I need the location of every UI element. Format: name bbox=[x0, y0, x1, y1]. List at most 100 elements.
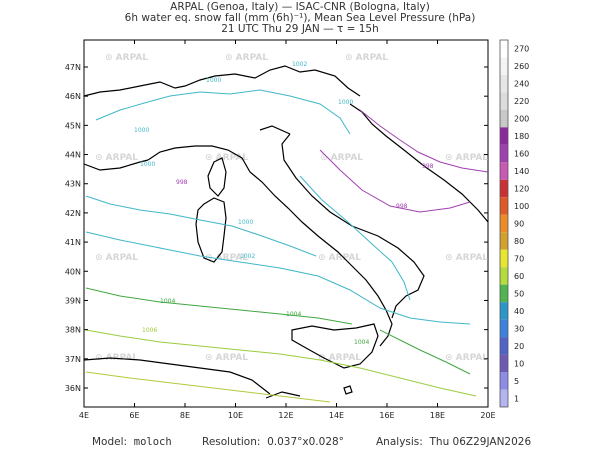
watermark-text: ⊙ ARPAL bbox=[95, 153, 138, 163]
analysis-label: Analysis: bbox=[376, 436, 423, 448]
colorbar-swatch bbox=[500, 127, 508, 145]
coastlines bbox=[83, 65, 489, 399]
isobar-label: 998 bbox=[422, 163, 434, 170]
colorbar-label: 20 bbox=[514, 342, 524, 351]
colorbar-swatch bbox=[500, 389, 508, 407]
colorbar-label: 60 bbox=[514, 272, 524, 281]
watermark-text: ⊙ ARPAL bbox=[95, 253, 138, 263]
colorbar-swatch bbox=[500, 249, 508, 268]
colorbar-label: 1 bbox=[514, 394, 519, 403]
isobar-label: 1002 bbox=[240, 253, 255, 260]
isobar-1000-east bbox=[299, 175, 411, 301]
colorbar-swatch bbox=[500, 197, 508, 215]
isobar-1006-b bbox=[85, 371, 331, 403]
colorbar-swatch bbox=[500, 57, 508, 75]
isobar-998-adriatic bbox=[319, 149, 471, 213]
colorbar-label: 220 bbox=[514, 97, 529, 106]
isobar-998-north bbox=[359, 109, 489, 173]
colorbar-label: 240 bbox=[514, 80, 529, 89]
watermark-text: ⊙ ARPAL bbox=[445, 353, 488, 363]
watermark-text: ⊙ ARPAL bbox=[445, 253, 488, 263]
colorbar-swatch bbox=[500, 232, 508, 250]
island-malta bbox=[343, 385, 353, 395]
lon-label: 10E bbox=[228, 411, 243, 420]
analysis-value: Thu 06Z29JAN2026 bbox=[429, 436, 532, 448]
colorbar-label: 140 bbox=[514, 167, 529, 176]
lon-label: 16E bbox=[379, 411, 394, 420]
colorbar-swatch bbox=[500, 337, 508, 355]
north-africa-coast bbox=[83, 357, 271, 395]
france-coast bbox=[83, 159, 149, 171]
title-line-3: 21 UTC Thu 29 JAN — τ = 15h bbox=[221, 23, 379, 35]
isobar-label: 1000 bbox=[338, 99, 353, 106]
colorbar-label: 200 bbox=[514, 115, 529, 124]
po-delta bbox=[259, 125, 291, 135]
colorbar-label: 100 bbox=[514, 202, 529, 211]
isobar-label: 998 bbox=[176, 179, 188, 186]
isobar-label: 1000 bbox=[238, 219, 253, 226]
italy-west-coast bbox=[147, 145, 393, 347]
isobar-label: 1000 bbox=[134, 127, 149, 134]
model-value: moloch bbox=[133, 436, 172, 448]
isobar-label: 1004 bbox=[160, 298, 175, 305]
axes: 4E 6E 8E 10E 12E 14E 16E 18E 20E 36N 37N 38N 39N 40N 4… bbox=[65, 40, 496, 420]
lon-label: 18E bbox=[430, 411, 445, 420]
isobar-1000-north bbox=[95, 89, 351, 135]
colorbar-swatch bbox=[500, 319, 508, 338]
isobar-labels: 1000 1002 1000 1000 1000 1000 1002 998 9… bbox=[134, 61, 434, 346]
resolution-value: 0.037°x0.028° bbox=[267, 436, 344, 448]
watermark-text: ⊙ ARPAL bbox=[445, 153, 488, 163]
watermark-text: ⊙ ARPAL bbox=[205, 353, 248, 363]
resolution-label: Resolution: bbox=[202, 436, 261, 448]
isobar-label: 1004 bbox=[354, 339, 369, 346]
lon-label: 8E bbox=[180, 411, 190, 420]
footer-analysis: Analysis: Thu 06Z29JAN2026 bbox=[376, 436, 531, 448]
colorbar: 2702602402202001801601401201009080706050… bbox=[499, 39, 529, 408]
colorbar-swatch bbox=[500, 354, 508, 373]
isobar-1002 bbox=[85, 231, 471, 325]
colorbar-label: 80 bbox=[514, 237, 524, 246]
watermark-text: ⊙ ARPAL bbox=[320, 153, 363, 163]
colorbar-label: 160 bbox=[514, 150, 529, 159]
colorbar-swatch bbox=[500, 144, 508, 163]
title-line-1: ARPAL (Genoa, Italy) — ISAC-CNR (Bologna… bbox=[170, 1, 430, 13]
watermark-text: ⊙ ARPAL bbox=[345, 53, 388, 63]
colorbar-swatch bbox=[500, 162, 508, 180]
colorbar-label: 5 bbox=[514, 377, 519, 386]
italy-east-coast bbox=[281, 133, 425, 319]
isobar-label: 1006 bbox=[142, 327, 157, 334]
isobar-label: 1000 bbox=[140, 161, 155, 168]
watermark-text: ⊙ ARPAL bbox=[318, 353, 361, 363]
isobar-label: 1002 bbox=[292, 61, 307, 68]
isobar-1006-a bbox=[85, 329, 477, 397]
colorbar-swatch bbox=[500, 109, 508, 128]
lat-label: 46N bbox=[65, 92, 81, 101]
colorbar-label: 90 bbox=[514, 220, 524, 229]
isobar-label: 1004 bbox=[286, 311, 301, 318]
colorbar-swatch bbox=[500, 92, 508, 110]
colorbar-label: 270 bbox=[514, 45, 529, 54]
lat-label: 45N bbox=[65, 121, 81, 130]
lon-label: 4E bbox=[79, 411, 89, 420]
colorbar-swatch bbox=[500, 40, 508, 58]
sardinia bbox=[195, 197, 227, 263]
colorbar-label: 10 bbox=[514, 359, 524, 368]
lat-label: 47N bbox=[65, 63, 81, 72]
isobar-1004-a bbox=[85, 287, 353, 325]
isobar-1000-central bbox=[85, 195, 317, 257]
colorbar-label: 70 bbox=[514, 254, 524, 263]
lon-label: 6E bbox=[129, 411, 139, 420]
lat-label: 44N bbox=[65, 151, 81, 160]
colorbar-swatch bbox=[500, 179, 508, 198]
colorbar-label: 180 bbox=[514, 132, 529, 141]
watermark-text: ⊙ ARPAL bbox=[205, 153, 248, 163]
watermark-text: ⊙ ARPAL bbox=[205, 253, 248, 263]
lat-label: 41N bbox=[65, 238, 81, 247]
footer-model: Model: moloch bbox=[92, 436, 172, 448]
colorbar-label: 30 bbox=[514, 324, 524, 333]
isobar-label: 998 bbox=[396, 203, 408, 210]
lat-label: 42N bbox=[65, 209, 81, 218]
lon-label: 20E bbox=[480, 411, 495, 420]
colorbar-swatch bbox=[500, 302, 508, 320]
